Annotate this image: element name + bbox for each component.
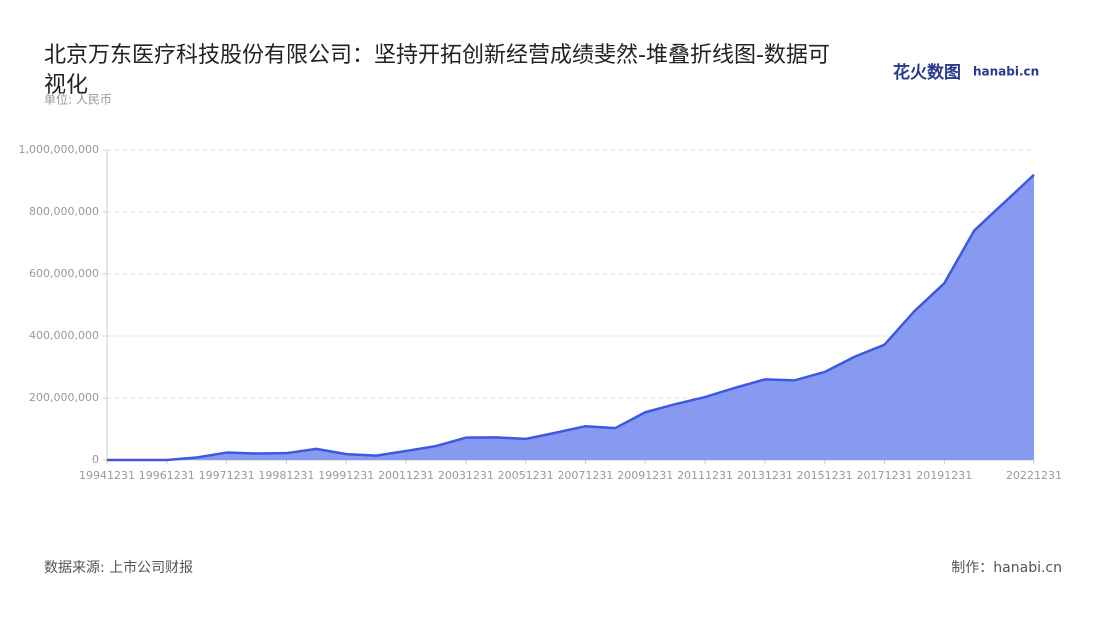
unit-label: 单位: 人民币 bbox=[44, 92, 112, 107]
y-tick-label: 200,000,000 bbox=[29, 391, 99, 404]
x-tick-label: 20171231 bbox=[856, 469, 912, 482]
x-tick-label: 20031231 bbox=[438, 469, 494, 482]
source: 数据来源: 上市公司财报 bbox=[44, 559, 193, 576]
credit: 制作：hanabi.cn bbox=[951, 560, 1062, 576]
x-tick-label: 19981231 bbox=[258, 469, 314, 482]
x-tick-label: 20221231 bbox=[1006, 469, 1062, 482]
chart-title: 北京万东医疗科技股份有限公司：坚持开拓创新经营成绩斐然-堆叠折线图-数据可视化 bbox=[44, 43, 830, 98]
x-tick-label: 19961231 bbox=[139, 469, 195, 482]
logo: 花火数图 bbox=[893, 62, 961, 83]
area-line bbox=[107, 173, 1035, 462]
x-tick-label: 20111231 bbox=[677, 469, 733, 482]
y-tick-label: 800,000,000 bbox=[29, 205, 99, 218]
x-tick-label: 20131231 bbox=[737, 469, 793, 482]
area-fill bbox=[107, 174, 1034, 461]
x-tick-label: 20091231 bbox=[617, 469, 673, 482]
y-tick-label: 600,000,000 bbox=[29, 267, 99, 280]
x-tick-label: 20051231 bbox=[498, 469, 554, 482]
x-tick-label: 20191231 bbox=[916, 469, 972, 482]
y-tick-label: 0 bbox=[92, 453, 99, 466]
x-tick-label: 19941231 bbox=[79, 469, 135, 482]
x-tick-label: 20011231 bbox=[378, 469, 434, 482]
y-tick-label: 1,000,000,000 bbox=[19, 143, 99, 156]
y-tick-label: 400,000,000 bbox=[29, 329, 99, 342]
x-tick-label: 19991231 bbox=[318, 469, 374, 482]
x-tick-label: 19971231 bbox=[199, 469, 255, 482]
x-tick-label: 20151231 bbox=[797, 469, 853, 482]
logo-site: hanabi.cn bbox=[973, 65, 1039, 79]
x-tick-label: 20071231 bbox=[557, 469, 613, 482]
